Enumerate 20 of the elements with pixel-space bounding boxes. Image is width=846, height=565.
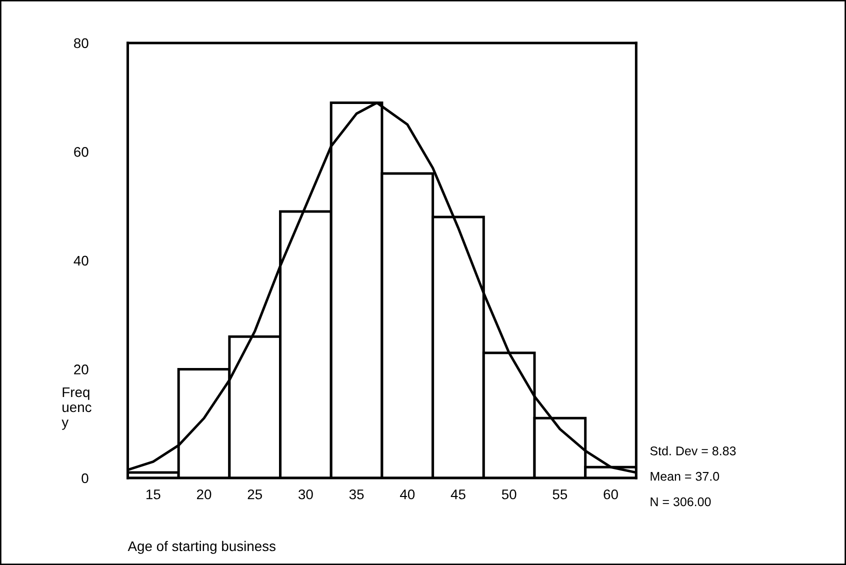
text: Mean = 37.0 [650,472,720,481]
x-tick-label: 50 [502,489,516,500]
x-tick-label: 15 [146,490,160,500]
x-tick-label: 55 [552,490,568,500]
x-tick-label: 25 [248,489,262,500]
x-tick-label: 35 [349,489,364,500]
y-tick-label: 40 [74,256,88,266]
x-tick-label: 20 [196,489,212,500]
x-tick-label: 45 [450,490,466,500]
y-tick-label: 20 [74,364,88,374]
text: Std. Dev = 8.83 [650,446,736,456]
y-axis-title: Freq uenc y [62,387,92,430]
y-tick-label: 60 [74,147,88,157]
y-tick-label: 80 [74,38,88,48]
x-tick-label: 40 [400,489,415,500]
y-tick-label: 0 [82,473,88,484]
text: N = 306.00 [650,497,711,506]
x-axis-title: Age of starting business [128,540,276,554]
x-tick-label: 60 [604,489,618,500]
x-tick-label: 30 [298,489,313,500]
